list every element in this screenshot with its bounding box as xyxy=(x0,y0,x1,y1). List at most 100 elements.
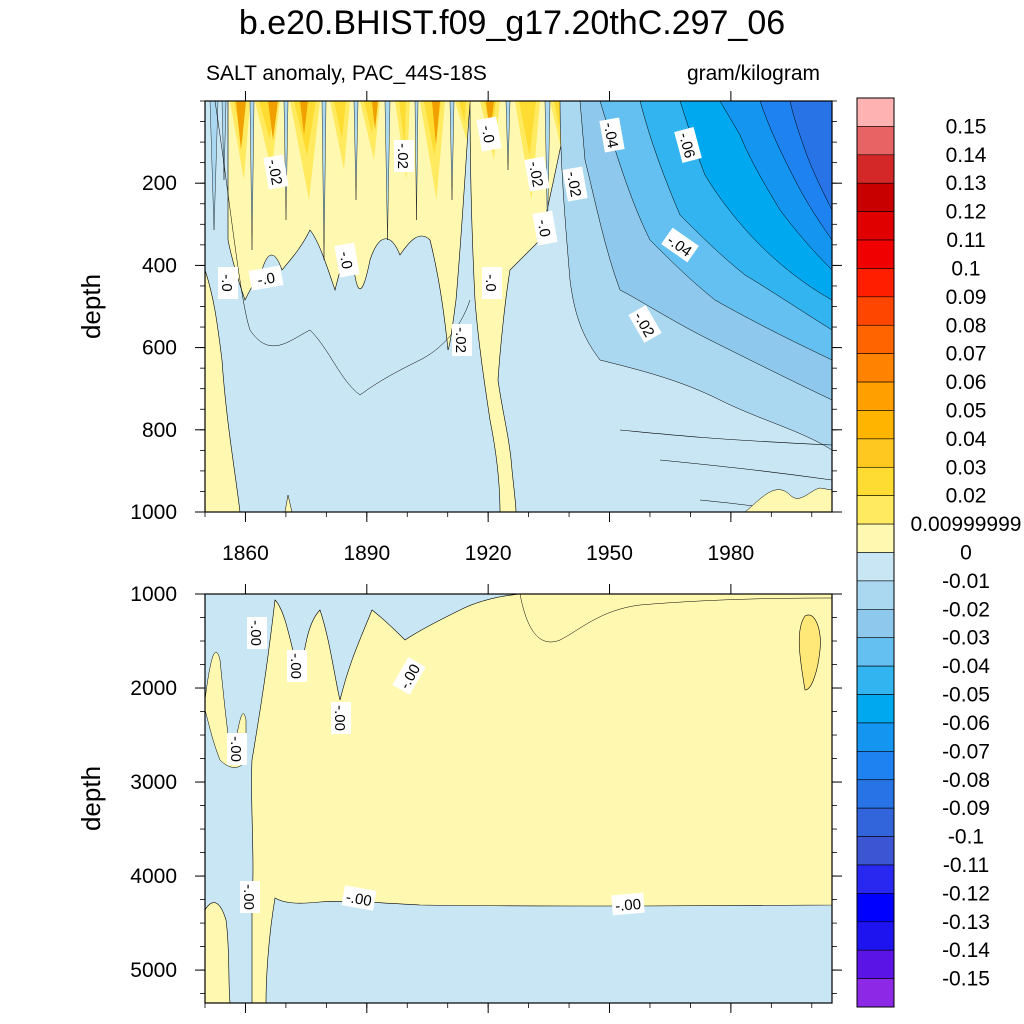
positive-region xyxy=(455,101,470,140)
negative-region xyxy=(321,101,327,261)
colorbar-label: 0.03 xyxy=(946,456,987,479)
colorbar-label: 0.02 xyxy=(946,485,987,508)
colorbar-label: 0.05 xyxy=(946,399,987,422)
contour-label: -.06 xyxy=(674,126,702,164)
x-tick-label: 1920 xyxy=(465,542,512,565)
contour-label-text: -.0 xyxy=(482,274,499,292)
colorbar-label: 0 xyxy=(960,542,972,565)
contour-label-text: -.0 xyxy=(336,250,356,270)
positive-region xyxy=(459,101,466,123)
contour-label: -.0 xyxy=(482,267,502,299)
negative-region xyxy=(221,101,227,181)
x-tick-label: 1860 xyxy=(222,542,269,565)
negative-region xyxy=(283,101,289,221)
colorbar-label: -0.01 xyxy=(942,570,990,593)
y-tick-label: 600 xyxy=(142,337,177,360)
colorbar-swatch xyxy=(856,864,895,894)
colorbar-label: 0.15 xyxy=(946,115,987,138)
colorbar-swatch xyxy=(856,410,895,440)
contour-label-text: -.00 xyxy=(240,884,257,910)
colorbar-swatch xyxy=(856,381,895,411)
colorbar-swatch xyxy=(856,211,895,241)
negative-region xyxy=(544,101,551,231)
contour-label-bg xyxy=(611,892,645,916)
contour-label-bg xyxy=(599,117,625,153)
negative-region xyxy=(384,101,391,241)
contour-line xyxy=(619,429,832,446)
colorbar-label: 0.08 xyxy=(946,314,987,337)
positive-region xyxy=(205,902,231,1003)
positive-region xyxy=(515,101,540,200)
contour-label-text: -.02 xyxy=(264,158,285,186)
colorbar-label: 0.04 xyxy=(946,428,987,451)
contour-label: -.00 xyxy=(611,892,645,916)
colorbar-swatch xyxy=(856,836,895,866)
positive-region xyxy=(744,487,832,512)
contour-label-text: -.06 xyxy=(675,131,698,160)
positive-region xyxy=(432,101,440,145)
colorbar-swatch xyxy=(856,580,895,610)
contour-label-text: -.02 xyxy=(563,170,584,198)
y-tick-label: 4000 xyxy=(130,865,177,888)
colorbar-swatch xyxy=(856,239,895,269)
contour-label-text: -.02 xyxy=(394,143,411,169)
contour-label-bg xyxy=(263,154,289,190)
colorbar-swatch xyxy=(856,978,895,1008)
contour-label-bg xyxy=(331,702,351,734)
contour-label-bg xyxy=(248,265,284,291)
contour-label-bg xyxy=(247,617,267,649)
positive-region xyxy=(420,101,445,200)
contour-line xyxy=(214,101,471,396)
contour-label-bg xyxy=(341,885,377,911)
contour-label: -.02 xyxy=(524,156,550,192)
positive-region xyxy=(284,494,293,512)
colorbar-label: 0.14 xyxy=(946,144,987,167)
colorbar-label: -0.13 xyxy=(942,911,990,934)
positive-region xyxy=(334,101,346,139)
positive-region xyxy=(554,101,561,128)
colorbar-swatch xyxy=(856,523,895,553)
lower-panel-field xyxy=(205,594,832,1003)
contour-label-bg xyxy=(334,242,360,278)
axes: 1860 1890 1920 1950 1980 200 400 600 800 1000 dept… xyxy=(76,91,842,1013)
contour-label-text: -.00 xyxy=(345,889,373,910)
positive-region xyxy=(290,101,320,200)
variable-subtitle: SALT anomaly, PAC_44S-18S xyxy=(206,62,487,85)
contour-label: -.0 xyxy=(218,267,238,299)
y-axis-label: depth xyxy=(76,274,106,339)
contour-label: -.02 xyxy=(452,324,472,356)
units-subtitle: gram/kilogram xyxy=(686,62,820,85)
y-tick-label: 200 xyxy=(142,172,177,195)
positive-region xyxy=(330,101,350,170)
contour-label-bg xyxy=(227,733,247,765)
contour-label-bg xyxy=(661,227,699,263)
colorbar-label: -0.03 xyxy=(942,627,990,650)
positive-region xyxy=(205,652,247,768)
contour-label: -.00 xyxy=(287,650,307,682)
colorbar-swatch xyxy=(856,182,895,212)
colorbar-swatch xyxy=(856,722,895,752)
contour-label-text: -.0 xyxy=(218,274,235,292)
positive-region xyxy=(399,101,406,145)
negative-region xyxy=(353,101,359,201)
contour-label-text: -.02 xyxy=(525,160,546,188)
colorbar-swatch xyxy=(856,97,895,127)
contour-label-bg xyxy=(674,126,702,164)
colorbar: 0.15 0.14 0.13 0.12 0.11 0.1 0.09 0.08 0.07 0.06 0… xyxy=(856,97,1021,1008)
negative-region xyxy=(505,101,511,171)
positive-region xyxy=(268,101,278,140)
colorbar-swatch xyxy=(856,552,895,582)
colorbar-swatch xyxy=(856,779,895,809)
contour-label-bg xyxy=(287,650,307,682)
y-axis-label: depth xyxy=(76,766,106,831)
contour-label: -.00 xyxy=(240,881,260,913)
colorbar-label: -0.15 xyxy=(942,968,990,991)
contour-label-bg xyxy=(628,305,662,343)
contour-label: -.04 xyxy=(599,117,625,153)
contour-label-text: -.0 xyxy=(534,218,554,238)
x-tick-label: 1980 xyxy=(708,542,755,565)
y-tick-label: 1000 xyxy=(130,501,177,524)
colorbar-swatch xyxy=(856,694,895,724)
colorbar-label: -0.05 xyxy=(942,684,990,707)
colorbar-label: -0.07 xyxy=(942,740,990,763)
